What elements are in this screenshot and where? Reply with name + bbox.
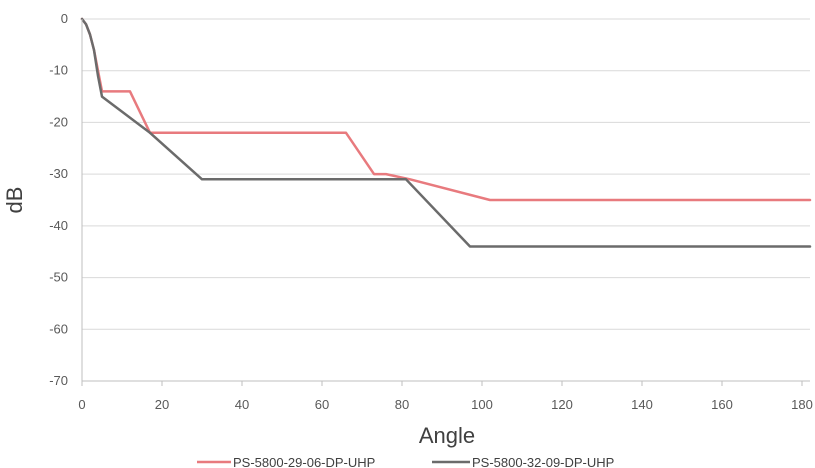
x-tick-label-4: 80	[395, 397, 409, 412]
axes	[81, 19, 810, 386]
y-tick-label-5: -50	[49, 270, 68, 285]
y-tick-label-2: -20	[49, 114, 68, 129]
legend-label-1: PS-5800-32-09-DP-UHP	[472, 455, 614, 468]
y-tick-label-3: -30	[49, 166, 68, 181]
x-tick-label-3: 60	[315, 397, 329, 412]
y-tick-label-7: -70	[49, 373, 68, 388]
series-line-1	[80, 17, 812, 248]
series-line-0	[80, 17, 812, 202]
x-tick-label-5: 100	[471, 397, 493, 412]
x-tick-label-8: 160	[711, 397, 733, 412]
x-tick-label-2: 40	[235, 397, 249, 412]
y-tick-label-6: -60	[49, 321, 68, 336]
legend-label-0: PS-5800-29-06-DP-UHP	[233, 455, 375, 468]
y-tick-label-1: -10	[49, 63, 68, 78]
legend: PS-5800-29-06-DP-UHP PS-5800-32-09-DP-UHP	[197, 455, 614, 468]
y-tick-labels: 0 -10 -20 -30 -40 -50 -60 -70	[49, 11, 68, 388]
grid	[82, 18, 810, 382]
y-tick-label-4: -40	[49, 218, 68, 233]
x-tick-label-6: 120	[551, 397, 573, 412]
y-tick-label-0: 0	[61, 11, 68, 26]
series-lines	[80, 17, 812, 248]
x-tick-label-0: 0	[78, 397, 85, 412]
x-tick-label-9: 180	[791, 397, 813, 412]
x-axis-title: Angle	[419, 423, 475, 448]
x-tick-label-1: 20	[155, 397, 169, 412]
y-axis-title: dB	[2, 187, 27, 214]
x-tick-label-7: 140	[631, 397, 653, 412]
x-tick-labels: 0 20 40 60 80 100 120 140 160 180	[78, 397, 812, 412]
